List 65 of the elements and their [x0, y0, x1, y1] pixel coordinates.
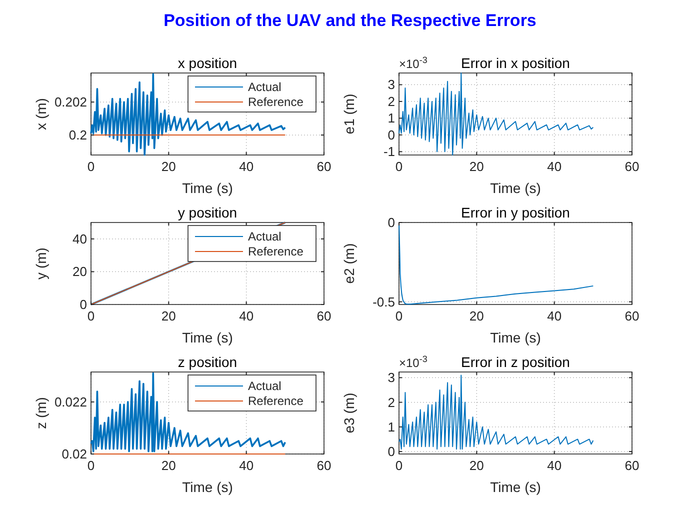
x-tick-label: 40	[547, 458, 562, 473]
legend-label: Reference	[248, 95, 304, 109]
x-axis-title: Time (s)	[490, 479, 541, 495]
x-axis-title: Time (s)	[490, 330, 541, 346]
text: ×10$^{-3}$	[399, 55, 428, 71]
chart-title: Error in y position	[461, 204, 570, 220]
x-tick-label: 40	[239, 308, 254, 324]
x-tick-label: 20	[469, 159, 484, 174]
legend-label: Reference	[248, 244, 304, 258]
x-tick-label: 60	[316, 458, 332, 473]
line-series	[398, 374, 594, 450]
x-tick-label: 40	[547, 159, 562, 174]
chart-title: y position	[178, 204, 238, 220]
y-axis-title: x (m)	[33, 98, 49, 130]
y-tick-label: -1	[383, 144, 395, 160]
chart-title: Error in z position	[461, 354, 570, 370]
y-tick-label: 40	[72, 231, 87, 246]
y-tick-label: -0.5	[372, 294, 395, 310]
x-tick-label: 20	[161, 458, 176, 473]
x-tick-label: 20	[161, 308, 176, 324]
text: Position of the UAV and the Respective Errors	[164, 11, 536, 30]
y-axis-title: e3 (m)	[341, 392, 357, 434]
y-tick-label: 2	[388, 94, 395, 109]
y-tick-label: 0.2	[68, 128, 87, 143]
y-tick-label: 3	[388, 370, 395, 386]
x-tick-label: 40	[239, 159, 254, 174]
x-tick-label: 60	[624, 308, 640, 324]
legend-label: Reference	[248, 394, 304, 408]
y-tick-label: 0	[80, 297, 87, 312]
x-tick-label: 60	[316, 159, 332, 174]
y-tick-label: 1	[388, 419, 395, 434]
line-series	[398, 72, 594, 156]
legend-label: Actual	[248, 80, 282, 94]
y-tick-label: 3	[388, 77, 395, 92]
legend-label: Actual	[248, 230, 282, 244]
y-tick-label: 1	[388, 110, 395, 126]
x-axis-title: Time (s)	[182, 180, 233, 196]
y-tick-label: 0.02	[62, 446, 87, 462]
text: ×10$^{-3}$	[399, 354, 428, 370]
x-axis-title: Time (s)	[182, 479, 233, 495]
x-tick-label: 60	[624, 159, 640, 174]
y-axis-title: y (m)	[33, 248, 49, 280]
x-tick-label: 60	[624, 458, 640, 473]
chart-title: x position	[178, 55, 238, 71]
x-tick-label: 20	[469, 308, 484, 324]
y-tick-label: 20	[72, 264, 87, 280]
x-tick-label: 40	[239, 458, 254, 473]
y-tick-label: 2	[388, 394, 395, 410]
x-tick-label: 20	[469, 458, 484, 473]
y-axis-title: e1 (m)	[341, 94, 357, 134]
y-axis-title: e2 (m)	[341, 243, 357, 284]
y-tick-label: 0.202	[54, 94, 87, 110]
legend-label: Actual	[248, 379, 282, 393]
x-tick-label: 20	[161, 159, 176, 174]
x-tick-label: 40	[547, 308, 562, 324]
y-tick-label: 0.022	[54, 394, 87, 410]
y-tick-label: 0	[388, 127, 395, 142]
x-axis-title: Time (s)	[182, 330, 233, 346]
chart-title: Error in x position	[461, 55, 570, 71]
y-axis-title: z (m)	[33, 397, 49, 429]
chart-title: z position	[178, 354, 238, 370]
y-tick-label: 0	[388, 444, 395, 460]
x-axis-title: Time (s)	[490, 180, 541, 196]
x-tick-label: 60	[316, 308, 332, 324]
y-tick-label: 0	[388, 215, 395, 230]
